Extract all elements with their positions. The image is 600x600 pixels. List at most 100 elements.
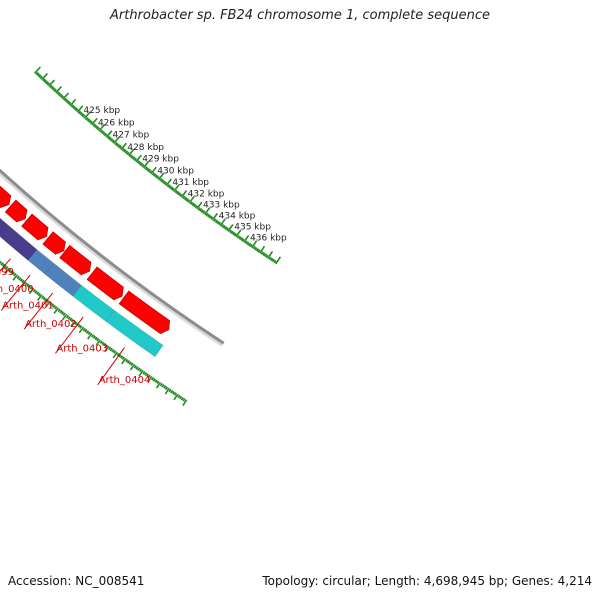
outer-tick — [125, 358, 129, 363]
inner-tick — [72, 105, 76, 109]
inner-tick — [180, 190, 188, 198]
inner-tick — [126, 151, 130, 156]
inner-tick — [154, 174, 159, 179]
inner-tick — [136, 160, 141, 164]
inner-tick — [110, 138, 114, 142]
inner-tick — [138, 161, 142, 165]
inner-tick — [104, 133, 108, 137]
scale-tick-label: 431 kbp — [172, 178, 209, 188]
label-leader — [55, 316, 84, 354]
inner-tick — [238, 236, 242, 240]
inner-tick — [105, 130, 113, 138]
outer-tick — [1, 263, 6, 267]
cds-arrow — [21, 213, 49, 241]
outer-tick — [36, 291, 40, 296]
inner-tick — [268, 256, 272, 261]
inner-tick — [43, 79, 48, 84]
inner-tick — [88, 119, 92, 123]
inner-tick — [46, 82, 50, 86]
inner-tick — [235, 229, 242, 238]
topology-text: Topology: circular; Length: 4,698,945 bp… — [262, 574, 592, 588]
inner-tick — [141, 163, 145, 168]
outer-tick — [113, 350, 117, 354]
inner-tick — [205, 212, 209, 217]
inner-tick — [45, 80, 49, 85]
inner-tick — [249, 243, 253, 248]
inner-tick — [169, 186, 174, 190]
outer-tick — [34, 290, 38, 294]
inner-tick — [246, 241, 250, 246]
outer-tick — [133, 364, 137, 369]
inner-tick — [59, 93, 63, 98]
inner-tick — [62, 92, 70, 100]
gene-label: Arth_0401 — [2, 301, 54, 312]
inner-tick — [55, 86, 62, 94]
inner-tick — [214, 219, 218, 224]
outer-tick — [54, 306, 58, 310]
outer-tick — [26, 283, 30, 288]
inner-tick — [129, 154, 133, 158]
outer-tick — [4, 267, 11, 275]
outer-tick — [91, 334, 95, 338]
inner-tick — [123, 149, 127, 153]
outer-tick — [128, 361, 132, 365]
backbone-highlight — [0, 171, 224, 347]
gene-label: Arth_0399 — [0, 267, 14, 278]
gene-label: Arth_0400 — [0, 284, 34, 295]
inner-tick — [156, 175, 160, 180]
inner-tick — [41, 73, 48, 81]
outer-tick — [151, 376, 155, 381]
outer-tick — [156, 380, 160, 385]
inner-tick — [117, 144, 121, 148]
outer-tick — [12, 274, 19, 281]
inner-tick — [199, 208, 203, 212]
inner-tick — [77, 110, 82, 115]
inner-tick — [63, 97, 67, 102]
inner-tick — [120, 142, 128, 151]
outer-tick — [57, 308, 61, 313]
outer-tick — [32, 288, 37, 293]
inner-tick — [92, 123, 96, 127]
outer-tick — [147, 374, 151, 379]
scale-tick-label: 427 kbp — [113, 131, 150, 141]
outer-tick — [21, 279, 25, 284]
outer-tick — [177, 394, 181, 399]
inner-tick — [144, 166, 148, 170]
inner-tick — [239, 237, 244, 241]
outer-tick — [171, 391, 176, 395]
inner-tick — [50, 86, 55, 90]
inner-tick — [260, 251, 264, 255]
outer-tick — [173, 392, 177, 396]
gene-label: Arth_0402 — [25, 319, 77, 330]
inner-tick — [186, 199, 191, 203]
outer-tick — [77, 324, 81, 328]
label-leader — [97, 347, 126, 386]
outer-tick — [61, 313, 68, 321]
outer-tick — [129, 363, 136, 371]
outer-tick — [74, 321, 78, 325]
outer-tick — [111, 349, 115, 353]
outer-tick — [3, 264, 7, 269]
inner-tick — [251, 240, 258, 249]
outer-tick — [24, 282, 28, 286]
inner-tick — [114, 141, 118, 146]
inner-tick — [166, 183, 171, 188]
outer-tick — [37, 292, 41, 297]
inner-tick — [171, 187, 175, 191]
inner-tick — [273, 259, 277, 264]
inner-tick — [202, 210, 206, 215]
inner-tick — [159, 178, 163, 182]
outer-tick — [18, 277, 22, 281]
backbone-track — [0, 168, 225, 347]
outer-tick — [62, 312, 66, 316]
inner-tick — [67, 101, 72, 106]
inner-tick — [66, 100, 70, 104]
outer-tick — [42, 296, 46, 301]
inner-tick — [200, 209, 204, 213]
inner-tick — [89, 120, 93, 125]
outer-tick — [137, 367, 141, 371]
inner-tick — [173, 184, 180, 193]
outer-tick — [5, 266, 9, 270]
inner-tick — [252, 245, 256, 250]
